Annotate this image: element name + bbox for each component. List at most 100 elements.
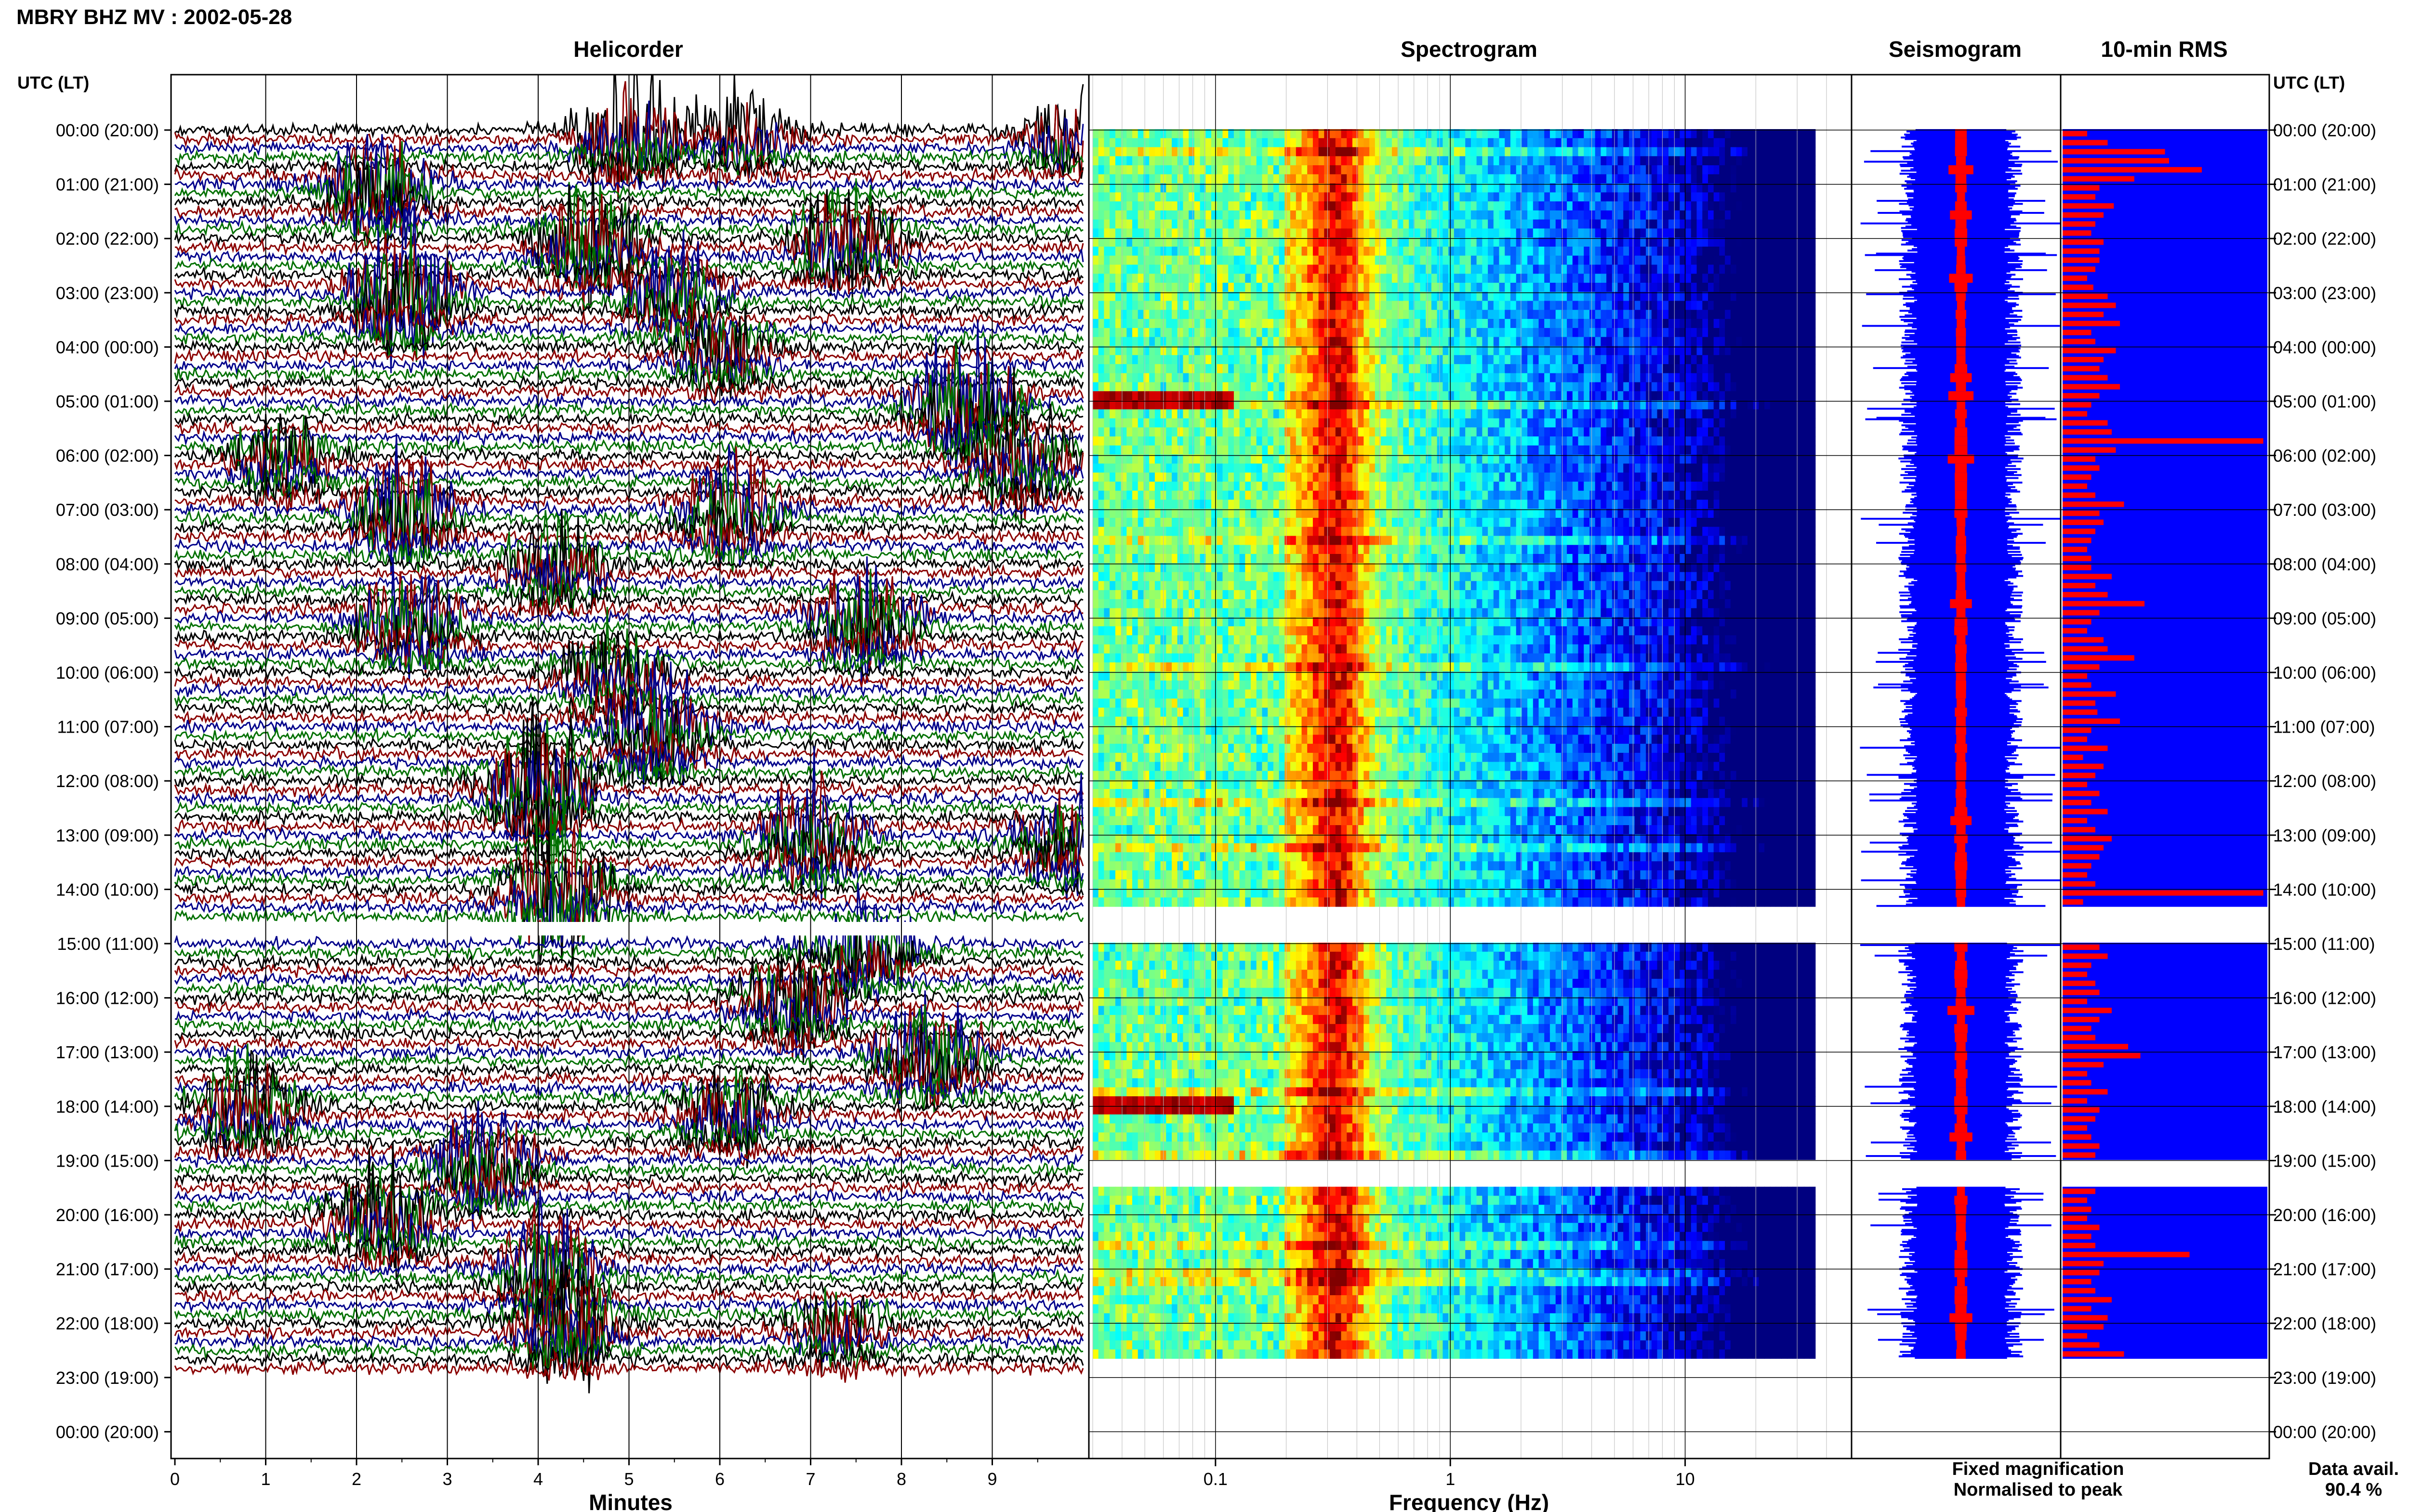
spectrogram-cell [1301, 454, 1308, 464]
spectrogram-cell [1601, 355, 1607, 365]
spectrogram-cell [1567, 364, 1573, 374]
spectrogram-cell [1403, 382, 1409, 392]
spectrogram-cell [1110, 463, 1116, 473]
spectrogram-cell [1775, 382, 1782, 392]
spectrogram-cell [1290, 400, 1297, 410]
spectrogram-cell [1403, 219, 1409, 229]
spectrogram-cell [1742, 247, 1748, 256]
left-hour-label: 04:00 (00:00) [56, 337, 159, 357]
spectrogram-cell [1584, 156, 1590, 166]
spectrogram-cell [1268, 228, 1274, 238]
spectrogram-cell [1177, 129, 1184, 139]
spectrogram-cell [1380, 373, 1387, 383]
spectrogram-cell [1730, 283, 1737, 292]
spectrogram-cell [1719, 210, 1725, 220]
spectrogram-cell [1437, 147, 1443, 157]
spectrogram-cell [1516, 418, 1522, 428]
spectrogram-cell [1454, 328, 1460, 338]
spectrogram-cell [1284, 138, 1291, 148]
spectrogram-cell [1233, 247, 1240, 256]
spectrogram-cell [1584, 165, 1590, 175]
spectrogram-cell [1533, 237, 1539, 247]
spectrogram-cell [1341, 291, 1347, 302]
spectrogram-cell [1702, 138, 1708, 148]
spectrogram-cell [1668, 129, 1675, 139]
spectrogram-cell [1702, 210, 1708, 220]
spectrogram-cell [1228, 301, 1234, 310]
spectrogram-cell [1601, 310, 1607, 319]
spectrogram-cell [1143, 445, 1150, 455]
spectrogram-cell [1488, 228, 1494, 238]
spectrogram-cell [1426, 228, 1432, 238]
spectrogram-cell [1674, 183, 1681, 193]
spectrogram-cell [1431, 346, 1438, 355]
spectrogram-cell [1273, 138, 1280, 148]
spectrogram-cell [1708, 201, 1714, 211]
spectrogram-cell [1527, 274, 1534, 283]
spectrogram-cell [1391, 156, 1398, 166]
spectrogram-cell [1668, 355, 1675, 365]
spectrogram-cell [1606, 382, 1613, 392]
spectrogram-cell [1482, 247, 1488, 256]
spectrogram-cell [1736, 445, 1743, 455]
spectrogram-cell [1273, 147, 1280, 157]
spectrogram-cell [1719, 192, 1725, 202]
spectrogram-cell [1262, 346, 1268, 355]
spectrogram-cell [1268, 436, 1274, 446]
spectrogram-cell [1538, 165, 1545, 175]
spectrogram-cell [1386, 310, 1392, 319]
spectrogram-cell [1606, 291, 1613, 302]
spectrogram-cell [1522, 346, 1528, 355]
spectrogram-cell [1578, 454, 1584, 464]
spectrogram-cell [1347, 337, 1353, 346]
spectrogram-cell [1189, 219, 1195, 229]
spectrogram-cell [1702, 147, 1708, 157]
spectrogram-cell [1708, 165, 1714, 175]
spectrogram-cell [1595, 283, 1602, 292]
spectrogram-cell [1623, 328, 1629, 338]
spectrogram-cell [1493, 291, 1500, 302]
spectrogram-cell [1172, 291, 1178, 302]
spectrogram-cell [1279, 436, 1285, 446]
spectrogram-cell [1505, 156, 1511, 166]
spectrogram-cell [1787, 337, 1793, 346]
spectrogram-cell [1708, 129, 1714, 139]
spectrogram-cell [1222, 319, 1229, 329]
spectrogram-cell [1527, 427, 1534, 437]
spectrogram-cell [1567, 201, 1573, 211]
spectrogram-cell [1527, 138, 1534, 148]
spectrogram-cell [1239, 210, 1246, 220]
spectrogram-cell [1527, 346, 1534, 355]
spectrogram-cell [1279, 174, 1285, 184]
spectrogram-cell [1431, 454, 1438, 464]
spectrogram-cell [1110, 237, 1116, 247]
spectrogram-cell [1177, 210, 1184, 220]
spectrogram-cell [1549, 382, 1556, 392]
spectrogram-cell [1194, 391, 1201, 401]
spectrogram-cell [1606, 418, 1613, 428]
spectrogram-cell [1330, 247, 1336, 256]
spectrogram-cell [1742, 147, 1748, 157]
spectrogram-cell [1279, 237, 1285, 247]
spectrogram-cell [1691, 183, 1697, 193]
spectrogram-cell [1533, 454, 1539, 464]
spectrogram-cell [1262, 445, 1268, 455]
spectrogram-cell [1759, 427, 1765, 437]
spectrogram-cell [1217, 355, 1223, 365]
spectrogram-cell [1589, 283, 1596, 292]
spectrogram-cell [1414, 283, 1421, 292]
spectrogram-cell [1674, 237, 1681, 247]
spectrogram-cell [1403, 400, 1409, 410]
spectrogram-cell [1093, 355, 1099, 365]
spectrogram-cell [1617, 391, 1624, 401]
spectrogram-cell [1397, 319, 1404, 329]
spectrogram-cell [1251, 391, 1257, 401]
spectrogram-cell [1612, 445, 1618, 455]
spectrogram-cell [1426, 247, 1432, 256]
spectrogram-cell [1380, 174, 1387, 184]
spectrogram-cell [1132, 174, 1138, 184]
spectrogram-cell [1691, 382, 1697, 392]
spectrogram-cell [1403, 210, 1409, 220]
spectrogram-cell [1177, 291, 1184, 302]
spectrogram-cell [1126, 129, 1133, 139]
